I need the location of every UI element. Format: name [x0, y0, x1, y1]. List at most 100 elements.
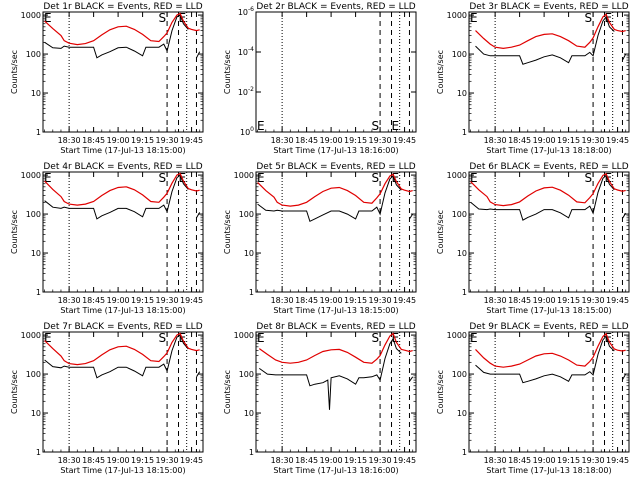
x-tick-label: 19:15 — [131, 136, 154, 145]
x-tick-label: 19:45 — [180, 136, 203, 145]
x-tick-label: 19:00 — [107, 456, 130, 465]
x-tick-label: 18:30 — [58, 456, 81, 465]
x-axis-label: Start Time (17-Jul-13 18:18:00) — [486, 466, 611, 475]
panel-det-4: Det 4r BLACK = Events, RED = LLD 1 10 100 10… — [10, 162, 204, 315]
x-tick-label: 19:30 — [369, 456, 392, 465]
x-tick-label: 19:15 — [344, 456, 367, 465]
y-tick-label: 100 — [26, 210, 41, 219]
marker-label-s: S — [158, 171, 166, 185]
x-tick-label: 18:45 — [508, 296, 531, 305]
y-tick-label: 1000 — [234, 171, 254, 180]
series-line-events — [470, 174, 627, 221]
x-tick-label: 19:15 — [557, 456, 580, 465]
x-tick-label: 19:15 — [557, 136, 580, 145]
series-line-lld — [44, 12, 200, 46]
x-tick-label: 19:00 — [533, 136, 556, 145]
panel-det-5: Det 5r BLACK = Events, RED = LLD 1 10 100 10… — [223, 162, 417, 315]
y-tick-label: 10 — [244, 409, 254, 418]
marker-label-e: E — [44, 331, 52, 345]
y-tick-exponent: -2 — [248, 86, 254, 93]
panel-det-9: Det 9r BLACK = Events, RED = LLD 1 10 100 10… — [436, 322, 630, 475]
series-line-events — [475, 15, 627, 65]
panel-title: Det 3r BLACK = Events, RED = LLD — [469, 2, 628, 12]
y-tick-label: 1000 — [21, 171, 41, 180]
x-tick-label: 19:15 — [131, 296, 154, 305]
x-tick-label: 19:30 — [369, 136, 392, 145]
panel-det-6: Det 6r BLACK = Events, RED = LLD 1 10 100 10… — [436, 162, 630, 315]
y-tick-exponent: 0 — [250, 126, 254, 133]
y-tick-label: 1 — [462, 288, 467, 297]
y-axis-label: Counts/sec — [436, 50, 445, 94]
plot-frame — [255, 171, 417, 293]
x-tick-label: 19:00 — [320, 296, 343, 305]
y-tick-label: 100 — [452, 370, 467, 379]
x-axis-label: Start Time (17-Jul-13 18:16:00) — [273, 466, 398, 475]
marker-label-s: S — [371, 171, 379, 185]
x-tick-label: 19:00 — [533, 296, 556, 305]
x-tick-label: 19:30 — [369, 296, 392, 305]
series-line-events — [44, 334, 201, 379]
panel-det-1: Det 1r BLACK = Events, RED = LLD 1 10 100 10… — [10, 2, 204, 155]
x-tick-label: 19:45 — [393, 456, 416, 465]
x-tick-label: 19:45 — [606, 296, 629, 305]
y-axis-label: Counts/sec — [10, 210, 19, 254]
y-axis-label: Counts/sec — [223, 210, 232, 254]
x-tick-label: 19:00 — [107, 136, 130, 145]
series-line-lld — [475, 332, 626, 368]
y-tick-label: 1 — [36, 448, 41, 457]
marker-label-e: E — [470, 331, 478, 345]
y-tick-label: 1 — [249, 288, 254, 297]
x-tick-label: 19:15 — [131, 456, 154, 465]
y-tick-label: 1 — [462, 448, 467, 457]
x-tick-label: 18:45 — [295, 296, 318, 305]
marker-label-e: E — [392, 119, 400, 133]
y-tick-label: 1 — [249, 448, 254, 457]
x-tick-label: 19:45 — [180, 296, 203, 305]
x-axis-label: Start Time (17-Jul-13 18:15:00) — [60, 146, 185, 155]
marker-label-e: E — [44, 171, 52, 185]
x-tick-label: 19:00 — [320, 136, 343, 145]
series-line-events — [44, 14, 201, 59]
y-tick-label: 100 — [26, 370, 41, 379]
y-tick-label: 1000 — [447, 11, 467, 20]
y-tick-label: 10 — [31, 249, 41, 258]
x-tick-label: 19:30 — [156, 136, 179, 145]
x-tick-label: 18:30 — [484, 296, 507, 305]
y-axis-label: Counts/sec — [10, 50, 19, 94]
x-tick-label: 19:30 — [582, 456, 605, 465]
x-axis-label: Start Time (17-Jul-13 18:15:00) — [273, 306, 398, 315]
y-tick-label: 10 — [244, 249, 254, 258]
x-tick-label: 19:15 — [344, 296, 367, 305]
x-axis-label: Start Time (17-Jul-13 18:15:00) — [486, 306, 611, 315]
plot-frame — [255, 11, 417, 133]
x-tick-label: 18:45 — [508, 136, 531, 145]
x-tick-label: 19:30 — [156, 456, 179, 465]
y-tick-label: 1 — [36, 128, 41, 137]
x-tick-label: 18:30 — [484, 136, 507, 145]
y-tick-label: 1 — [462, 128, 467, 137]
x-axis-label: Start Time (17-Jul-13 18:16:00) — [273, 146, 398, 155]
y-tick-label: 100 — [239, 370, 254, 379]
y-tick-label: 100 — [26, 50, 41, 59]
x-tick-label: 19:30 — [156, 296, 179, 305]
y-axis-label: Counts/sec — [223, 370, 232, 414]
y-axis-label: Counts/sec — [10, 370, 19, 414]
y-tick-label: 100 — [452, 210, 467, 219]
x-tick-label: 18:30 — [58, 296, 81, 305]
x-tick-label: 18:30 — [58, 136, 81, 145]
x-tick-label: 19:00 — [107, 296, 130, 305]
marker-label-e: E — [257, 171, 265, 185]
plot-frame — [42, 171, 204, 293]
y-tick-label: 10 — [457, 249, 467, 258]
y-tick-label: 1000 — [447, 171, 467, 180]
marker-label-s: S — [371, 119, 379, 133]
x-tick-label: 19:00 — [533, 456, 556, 465]
plot-frame — [468, 11, 630, 133]
series-line-lld — [475, 13, 626, 50]
x-tick-label: 19:30 — [582, 296, 605, 305]
marker-label-e: E — [470, 171, 478, 185]
x-tick-label: 18:45 — [508, 456, 531, 465]
series-line-events — [475, 334, 627, 384]
